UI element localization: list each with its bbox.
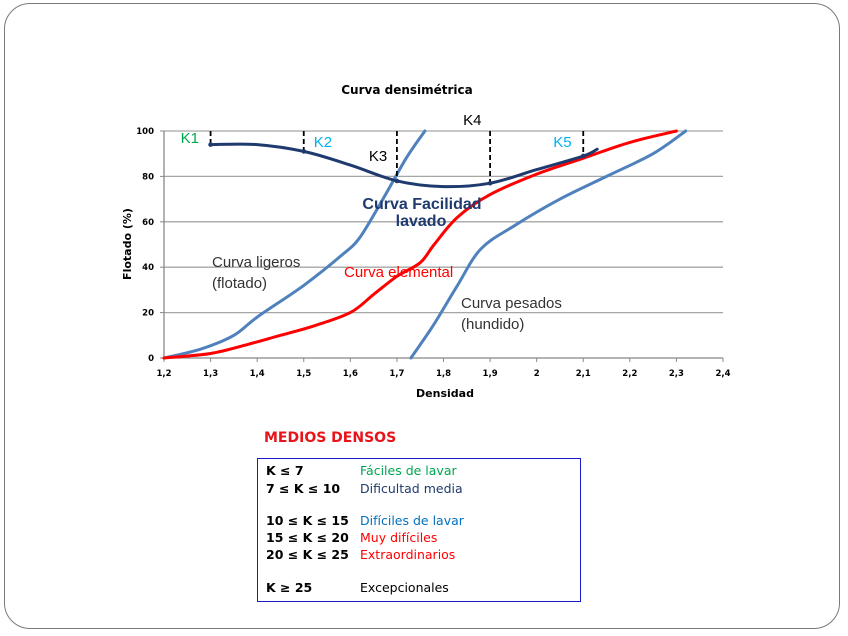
legend-box: K ≤ 7 Fáciles de lavar 7 ≤ K ≤ 10 Dificu… [257,458,581,602]
annotation-lavado-line2: lavado [396,213,447,230]
x-tick-label: 1,5 [296,369,311,379]
x-tick-label: 2,1 [576,369,591,379]
annotation-lavado-line1: Curva Facilidad [362,196,481,213]
x-tick-label: 1,3 [203,369,218,379]
chart-title: Curva densimétrica [341,83,473,97]
y-tick-label: 0 [148,354,154,364]
y-axis-title: Flotado (%) [121,208,134,280]
annotation-ligeros-line1: Curva ligeros [212,254,300,271]
annotation-ligeros-line2: (flotado) [212,275,267,292]
series-ligeros-line [162,129,427,360]
series-lavado-line [209,142,599,189]
k-markers: K1 K2 K3 K4 K5 [181,112,586,186]
legend-description: Muy difíciles [360,530,438,545]
k-marker-point [487,180,493,186]
x-tick-label: 1,8 [436,369,451,379]
grid [164,130,723,314]
x-tick-label: 2,2 [622,369,637,379]
tick-labels: 0 20 40 60 80 100 1,2 1,3 1,4 1,5 1,6 1,7 1,8 1,9 2 2,1… [136,127,730,379]
k-marker-point [394,178,400,184]
annotation-pesados-line2: (hundido) [461,316,524,333]
k-marker-label: K4 [463,112,481,129]
legend-description: Excepcionales [360,580,449,595]
x-tick-label: 1,6 [343,369,358,379]
y-tick-label: 80 [142,172,154,182]
x-tick-label: 2,4 [715,369,730,379]
annotation-pesados-line1: Curva pesados [461,295,562,312]
legend-description: Difíciles de lavar [360,513,464,528]
k-marker-label: K3 [369,148,387,165]
legend-k-range: 10 ≤ K ≤ 15 [266,513,349,528]
series [162,129,688,360]
x-axis-title: Densidad [416,387,474,400]
legend-k-range: K ≥ 25 [266,580,313,595]
legend-k-range: 15 ≤ K ≤ 20 [266,530,349,545]
y-tick-label: 100 [136,127,154,137]
k-marker-point [580,153,586,159]
legend-description: Fáciles de lavar [360,463,457,478]
series-pesados-line [409,129,688,360]
legend-description: Dificultad media [360,481,463,496]
y-tick-label: 20 [142,309,154,319]
legend-k-range: 7 ≤ K ≤ 10 [266,481,341,496]
k-marker-point [301,149,307,154]
slide-frame [4,3,840,629]
x-tick-label: 2 [534,369,540,379]
series-elemental-line [162,129,678,360]
k-marker-point [208,142,213,147]
k-marker-label: K2 [314,134,332,151]
x-tick-label: 2,3 [669,369,684,379]
y-tick-label: 60 [142,218,154,228]
legend-k-range: 20 ≤ K ≤ 25 [266,547,349,562]
x-tick-label: 1,7 [389,369,404,379]
legend-title: MEDIOS DENSOS [264,430,397,446]
x-tick-label: 1,2 [156,369,171,379]
k-marker-label: K1 [181,130,199,147]
annotation-elemental: Curva elemental [344,264,453,281]
legend-description: Extraordinarios [360,547,456,562]
x-tick-label: 1,4 [250,369,265,379]
y-tick-label: 40 [142,263,154,273]
legend-k-range: K ≤ 7 [266,463,304,478]
x-tick-label: 1,9 [483,369,498,379]
k-marker-label: K5 [553,134,571,151]
